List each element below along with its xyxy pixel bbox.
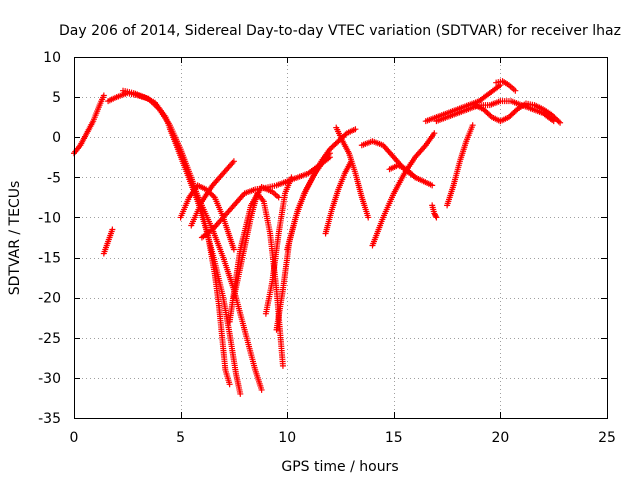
series-arc-2 bbox=[100, 226, 116, 257]
y-tick-label: -35 bbox=[38, 411, 61, 427]
ticks-layer bbox=[74, 57, 608, 419]
y-tick-label: -30 bbox=[38, 371, 61, 387]
series-arc-19 bbox=[386, 162, 436, 189]
y-tick-label: 10 bbox=[43, 50, 61, 66]
data-point-markers bbox=[471, 100, 564, 126]
chart-title: Day 206 of 2014, Sidereal Day-to-day VTE… bbox=[59, 23, 621, 39]
y-axis-label: SDTVAR / TECUs bbox=[7, 181, 23, 296]
x-tick-label: 0 bbox=[70, 430, 79, 446]
labels-layer: 0 5 10 15 20 25 10 5 0 -5 -10 -15 -20 -25 -30 -35 bbox=[38, 50, 616, 446]
series-arc-11 bbox=[230, 190, 286, 369]
y-tick-label: -10 bbox=[38, 210, 61, 226]
data-point-markers bbox=[386, 162, 436, 189]
x-tick-label: 5 bbox=[176, 430, 185, 446]
plot-frame bbox=[74, 57, 608, 419]
series-arc-8 bbox=[188, 158, 237, 229]
y-tick-label: -15 bbox=[38, 251, 61, 267]
data-point-markers bbox=[322, 158, 355, 237]
series-arc-20 bbox=[429, 202, 440, 221]
series-arc-18 bbox=[369, 130, 438, 249]
data-point-markers bbox=[166, 126, 265, 393]
series-arc-12 bbox=[262, 174, 295, 317]
data-point-markers bbox=[429, 202, 440, 221]
x-axis-label: GPS time / hours bbox=[281, 459, 398, 475]
data-point-markers bbox=[369, 130, 438, 249]
y-tick-label: -20 bbox=[38, 291, 61, 307]
y-tick-label: 5 bbox=[52, 90, 61, 106]
series-arc-16 bbox=[333, 124, 372, 221]
data-point-markers bbox=[262, 174, 295, 317]
data-point-markers bbox=[493, 78, 519, 94]
data-point-markers bbox=[422, 82, 504, 125]
data-point-markers bbox=[333, 124, 372, 221]
y-tick-label: -5 bbox=[47, 170, 61, 186]
series-arc-6 bbox=[166, 126, 265, 393]
series-arc-15 bbox=[322, 158, 355, 237]
series-arc-14 bbox=[284, 126, 359, 253]
y-tick-label: 0 bbox=[52, 130, 61, 146]
x-tick-label: 25 bbox=[598, 430, 616, 446]
data-point-markers bbox=[230, 190, 286, 369]
data-point-markers bbox=[100, 226, 116, 257]
data-point-markers bbox=[215, 302, 233, 388]
grid-layer bbox=[74, 57, 607, 418]
data-point-markers bbox=[284, 126, 359, 253]
y-tick-label: -25 bbox=[38, 331, 61, 347]
series-arc-1 bbox=[71, 92, 107, 157]
x-tick-label: 15 bbox=[385, 430, 403, 446]
x-tick-label: 10 bbox=[278, 430, 296, 446]
data-point-markers bbox=[71, 92, 107, 157]
data-point-markers bbox=[188, 158, 237, 229]
series-arc-21 bbox=[422, 82, 504, 125]
series-arc-25 bbox=[493, 78, 519, 94]
series-arc-4 bbox=[215, 302, 233, 388]
series-arc-24 bbox=[471, 100, 564, 126]
series-arc-23 bbox=[444, 122, 476, 209]
x-tick-label: 20 bbox=[491, 430, 509, 446]
points-layer bbox=[71, 78, 564, 397]
data-point-markers bbox=[444, 122, 476, 209]
